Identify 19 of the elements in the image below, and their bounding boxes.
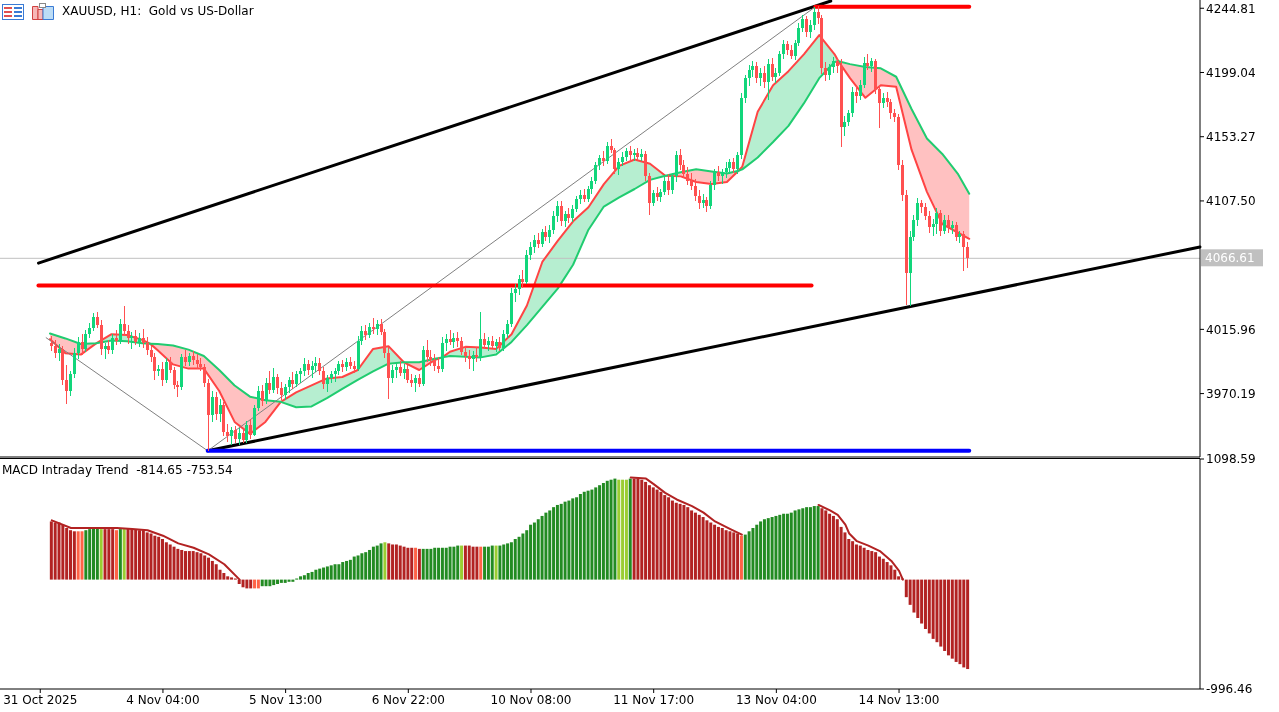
y-tick-label: -996.46 [1206, 682, 1253, 697]
x-tick-label: 4 Nov 04:00 [126, 692, 200, 707]
y-tick-label: 4244.81 [1206, 1, 1256, 16]
ref-line-label: 4066.61 [1205, 251, 1255, 266]
y-tick-label: 1098.59 [1206, 452, 1256, 467]
x-tick-label: 31 Oct 2025 [3, 692, 78, 707]
x-tick-label: 14 Nov 13:00 [858, 692, 940, 707]
chart-title: MACD Intraday Trend -814.65 -753.54 [2, 462, 233, 478]
y-tick-label: 4107.50 [1206, 194, 1256, 209]
y-tick-label: 4153.27 [1206, 129, 1256, 144]
y-tick-label: 4199.04 [1206, 65, 1256, 80]
x-tick-label: 13 Nov 04:00 [735, 692, 817, 707]
chart-title: XAUUSD, H1: Gold vs US-Dollar [62, 3, 254, 19]
x-tick-label: 6 Nov 22:00 [371, 692, 445, 707]
x-tick-label: 10 Nov 08:00 [490, 692, 572, 707]
x-tick-label: 5 Nov 13:00 [248, 692, 323, 707]
x-tick-label: 11 Nov 17:00 [613, 692, 695, 707]
y-tick-label: 3970.19 [1206, 386, 1256, 401]
y-tick-label: 4015.96 [1206, 322, 1256, 337]
